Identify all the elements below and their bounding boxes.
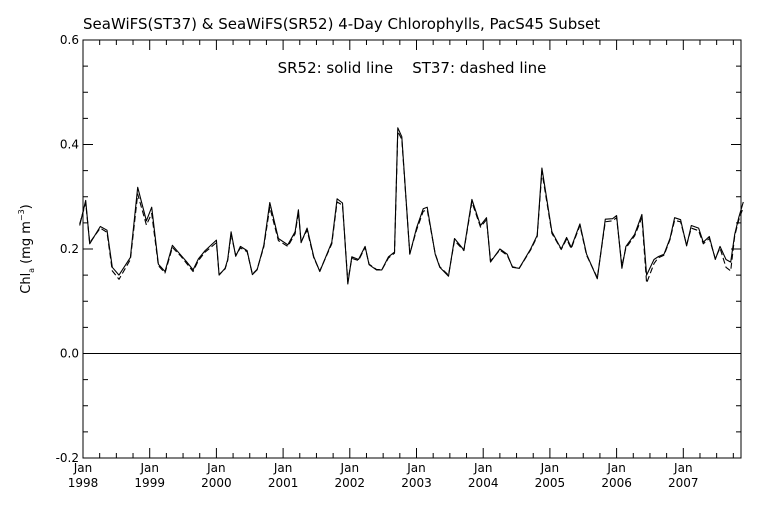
plot-border [82,39,742,459]
x-tick-month-label: Jan [206,461,226,475]
y-tick-label: 0.6 [60,33,79,47]
series-layer [79,127,744,285]
x-tick-month-label: Jan [606,461,626,475]
x-tick-year-label: 2000 [201,476,232,490]
y-tick-label: -0.2 [56,451,79,465]
series-line-sr52 [79,127,744,285]
y-axis-label-units: (mg m [19,221,34,264]
x-tick-year-label: 1999 [134,476,165,490]
x-tick-month-label: Jan [273,461,293,475]
y-axis-label-subscript: a [27,268,36,273]
x-tick-year-label: 2003 [401,476,432,490]
x-tick-month-label: Jan [139,461,159,475]
x-tick-year-label: 2004 [468,476,499,490]
x-tick-year-label: 2002 [335,476,366,490]
y-axis-label-close: ) [19,204,34,209]
x-axis: Jan1998Jan1999Jan2000Jan2001Jan2002Jan20… [68,40,734,490]
plot-area [82,39,742,459]
series-line-st37 [79,130,744,284]
y-axis-label-main: Chl [19,273,34,294]
x-tick-month-label: Jan [406,461,426,475]
x-tick-year-label: 2007 [668,476,699,490]
x-tick-month-label: Jan [673,461,693,475]
x-tick-month-label: Jan [73,461,93,475]
y-axis: -0.2 0.0 0.2 0.4 0.6 [56,33,741,465]
x-tick-year-label: 1998 [68,476,99,490]
x-tick-year-label: 2005 [535,476,566,490]
y-tick-label: 0.4 [60,138,79,152]
y-axis-label-superscript: −3 [17,209,26,221]
chart-title: SeaWiFS(ST37) & SeaWiFS(SR52) 4-Day Chlo… [83,15,600,33]
x-tick-year-label: 2001 [268,476,299,490]
x-tick-month-label: Jan [540,461,560,475]
x-tick-month-label: Jan [340,461,360,475]
series-legend-annotation: SR52: solid line ST37: dashed line [278,59,547,77]
y-tick-label: 0.0 [60,347,79,361]
y-axis-label: Chla (mg m−3) [17,204,36,294]
x-tick-month-label: Jan [473,461,493,475]
x-tick-year-label: 2006 [601,476,632,490]
y-tick-label: 0.2 [60,242,79,256]
